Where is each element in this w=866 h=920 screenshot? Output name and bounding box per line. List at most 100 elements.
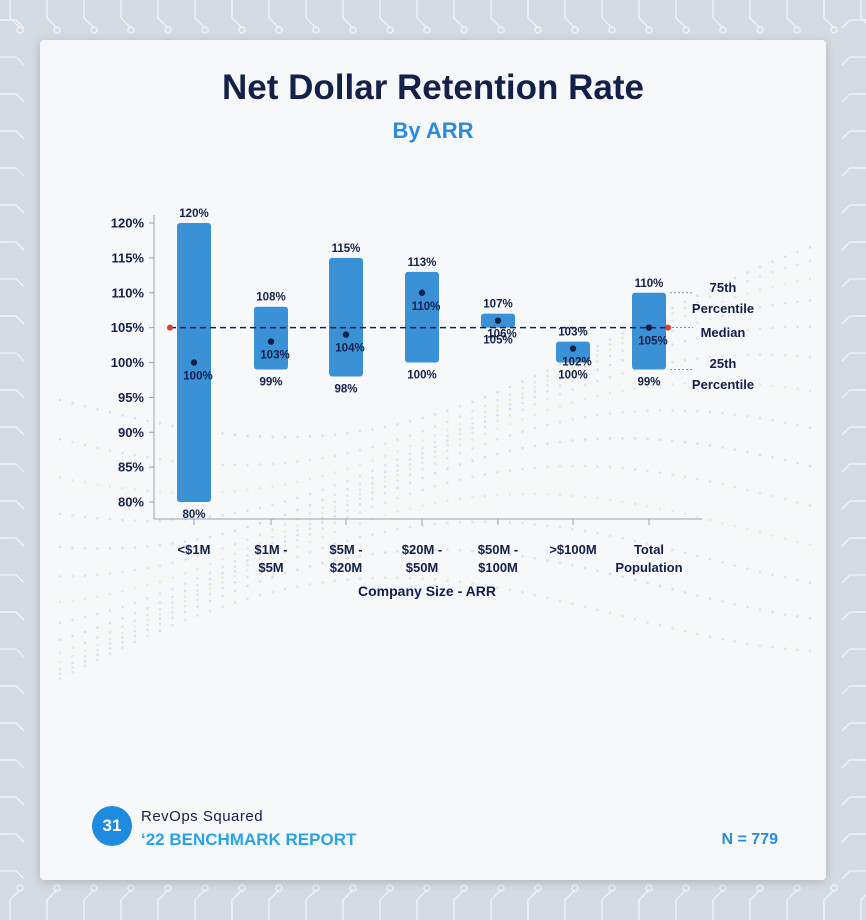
decor-dot: [646, 621, 649, 624]
decor-dot: [546, 524, 549, 527]
y-tick-label: 100%: [111, 355, 145, 370]
p25-label: 105%: [483, 335, 512, 347]
circuit-node: [423, 26, 431, 34]
decor-dot: [346, 479, 349, 483]
circuit-node: [312, 26, 320, 34]
decor-dot: [608, 354, 612, 358]
decor-dot: [658, 438, 662, 442]
decor-dot: [146, 545, 149, 548]
circuit-line: [0, 611, 25, 621]
chart-labels: 120% 80% 100% 108% 99% 103% 115% 98% 104% 113% 100…: [179, 208, 667, 521]
decor-dot: [458, 405, 462, 408]
circuit-line: [0, 93, 25, 103]
decor-dot: [533, 557, 537, 560]
decor-dot: [783, 458, 787, 462]
decor-dot: [183, 600, 187, 603]
decor-dot: [71, 401, 74, 405]
decor-dot: [346, 509, 349, 512]
decor-dot: [96, 483, 99, 486]
decor-dot: [233, 511, 237, 515]
decor-dot: [758, 644, 762, 647]
decor-dot: [646, 409, 649, 413]
x-category-line: $5M: [258, 560, 283, 575]
decor-dot: [58, 600, 62, 604]
decor-dot: [621, 389, 624, 393]
decor-dot: [783, 386, 787, 389]
decor-dot: [96, 626, 99, 629]
decor-dot: [708, 480, 712, 483]
decor-dot: [496, 398, 499, 402]
decor-dot: [346, 526, 349, 529]
decor-dot: [708, 317, 712, 321]
circuit-line: [416, 889, 428, 920]
decor-dot: [671, 312, 674, 315]
decor-dot: [383, 551, 387, 554]
ndr-chart: 80% 85% 90% 95% 100% 105% 110% 115% 120% <$1M $1M …: [58, 208, 812, 680]
decor-dot: [521, 430, 524, 433]
circuit-line: [841, 537, 866, 547]
decor-dot: [496, 452, 499, 456]
circuit-node: [534, 26, 542, 34]
decor-dot: [708, 334, 712, 338]
decor-dot: [158, 601, 162, 604]
decor-dot: [658, 384, 662, 387]
decor-dot: [321, 527, 324, 530]
decor-dot: [721, 381, 724, 384]
decor-dot: [596, 413, 599, 417]
decor-dot: [783, 255, 787, 258]
decor-dot: [608, 412, 612, 415]
decor-dot: [708, 444, 712, 447]
circuit-node: [238, 884, 246, 892]
decor-dot: [496, 551, 499, 555]
decor-dot: [696, 357, 699, 360]
chart-axes: 80% 85% 90% 95% 100% 105% 110% 115% 120% <$1M $1M …: [111, 215, 702, 599]
decor-dot: [583, 397, 587, 401]
decor-dot: [433, 522, 437, 526]
circuit-node: [682, 884, 690, 892]
decor-dot: [333, 500, 337, 504]
decor-dot: [208, 562, 212, 566]
decor-dot: [683, 358, 687, 362]
decor-dot: [471, 438, 474, 441]
decor-dot: [533, 426, 537, 430]
decor-dot: [671, 439, 674, 443]
decor-dot: [108, 621, 112, 625]
decor-dot: [133, 568, 137, 572]
decor-dot: [446, 548, 449, 552]
decor-dot: [796, 540, 799, 544]
decor-dot: [346, 488, 349, 491]
decor-dot: [696, 300, 699, 304]
decor-dot: [808, 504, 812, 507]
decor-dot: [533, 395, 537, 399]
decor-dot: [96, 658, 99, 661]
decor-dot: [433, 501, 437, 505]
decor-dot: [71, 670, 74, 674]
decor-dot: [446, 409, 449, 412]
decor-dot: [671, 360, 674, 364]
p25-annotation-line: 25th: [710, 356, 737, 371]
decor-dot: [471, 422, 474, 425]
decor-dot: [746, 605, 749, 609]
decor-dot: [683, 440, 687, 444]
decor-dot: [283, 572, 287, 575]
decor-dot: [483, 404, 487, 408]
decor-dot: [408, 467, 412, 471]
decor-dot: [571, 564, 574, 567]
decor-dot: [533, 385, 537, 389]
decor-dot: [221, 586, 224, 590]
decor-dot: [396, 486, 399, 490]
circuit-node: [719, 884, 727, 892]
decor-dot: [808, 325, 812, 329]
decor-dot: [171, 542, 174, 545]
decor-dot: [533, 492, 537, 496]
y-tick-label: 90%: [118, 425, 144, 440]
decor-dot: [146, 613, 149, 617]
decor-dot: [721, 521, 724, 525]
circuit-line: [194, 889, 206, 920]
decor-dot: [383, 576, 387, 579]
circuit-line: [231, 0, 243, 29]
decor-dot: [571, 527, 574, 531]
decor-dot: [433, 434, 437, 437]
decor-dot: [733, 640, 737, 643]
decor-dot: [146, 597, 149, 600]
